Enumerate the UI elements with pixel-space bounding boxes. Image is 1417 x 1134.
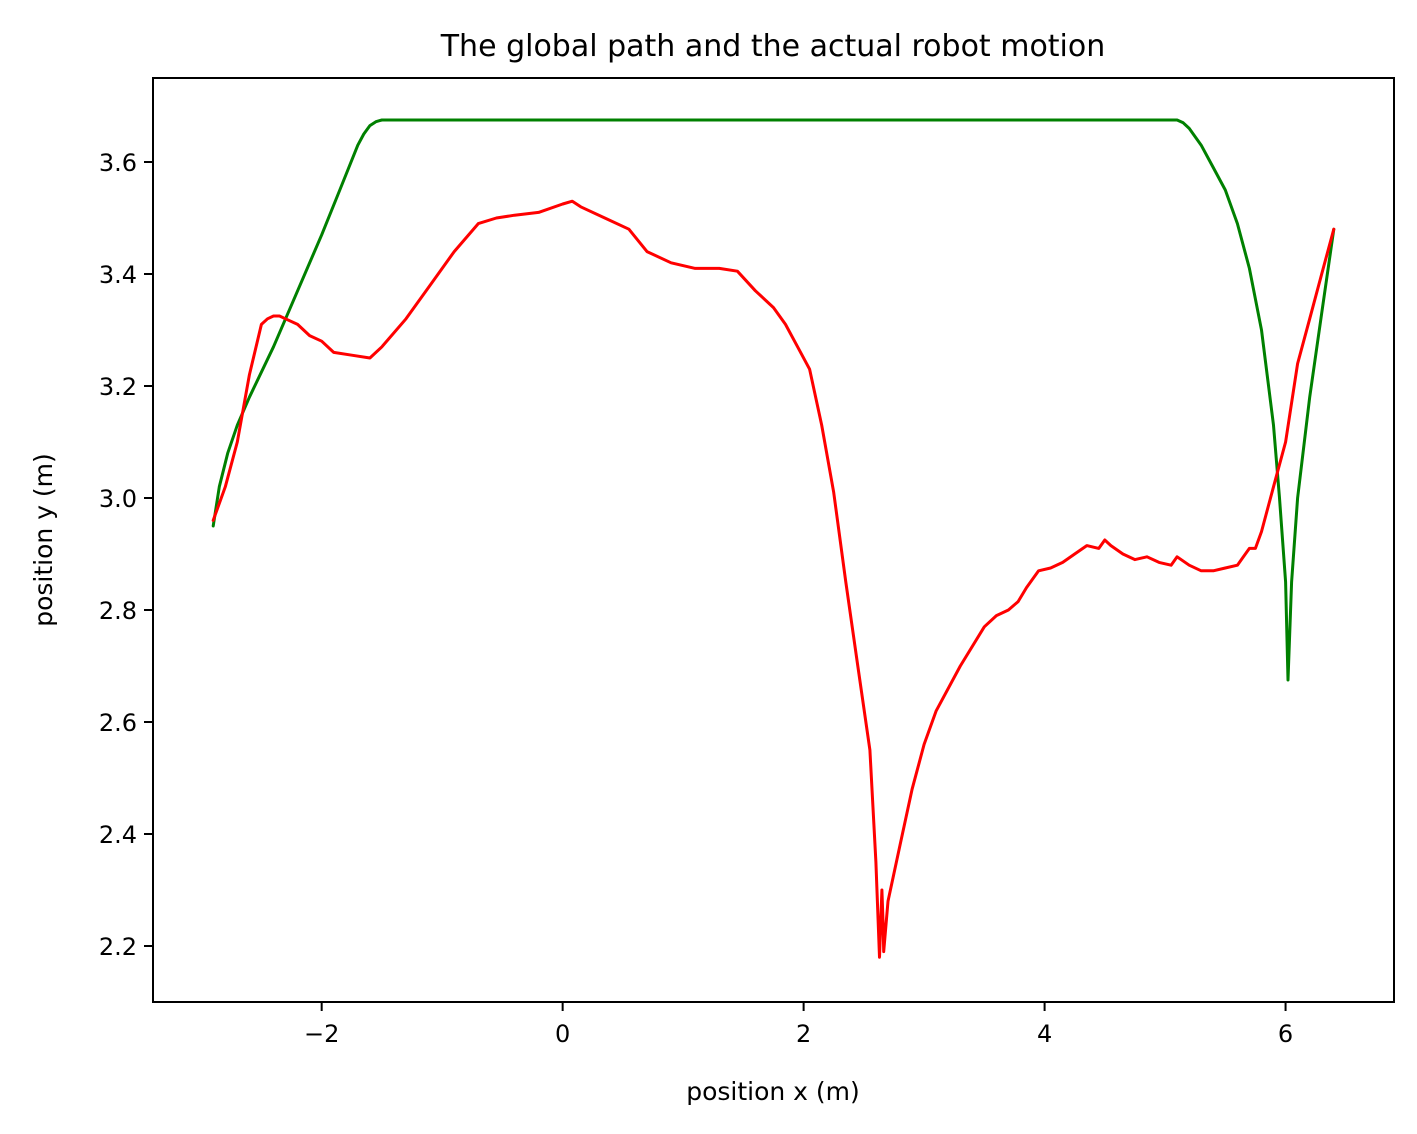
y-axis: 2.2 2.4 2.6 2.8 3.0 3.2 3.4 3.6: [99, 149, 153, 961]
y-tick-label: 2.4: [99, 821, 137, 849]
y-tick-label: 2.8: [99, 597, 137, 625]
plot-frame: [152, 77, 1395, 1003]
chart-title: The global path and the actual robot mot…: [440, 29, 1106, 64]
y-tick-label: 3.0: [99, 485, 137, 513]
series-layer: [211, 118, 1336, 959]
x-tick-label: 0: [555, 1020, 570, 1048]
y-axis-label: position y (m): [29, 453, 58, 627]
y-tick-label: 3.6: [99, 149, 137, 177]
y-tick-label: 2.6: [99, 709, 137, 737]
y-tick-label: 3.4: [99, 261, 137, 289]
x-axis: −2 0 2 4 6: [304, 1002, 1293, 1048]
x-tick-label: 6: [1278, 1020, 1293, 1048]
x-axis-label: position x (m): [686, 1077, 860, 1106]
y-tick-label: 2.2: [99, 933, 137, 961]
x-tick-label: 4: [1037, 1020, 1052, 1048]
x-tick-label: 2: [796, 1020, 811, 1048]
series-line-2: [211, 199, 1336, 959]
x-tick-label: −2: [304, 1020, 339, 1048]
y-tick-label: 3.2: [99, 373, 137, 401]
series-line-1: [211, 118, 1336, 682]
